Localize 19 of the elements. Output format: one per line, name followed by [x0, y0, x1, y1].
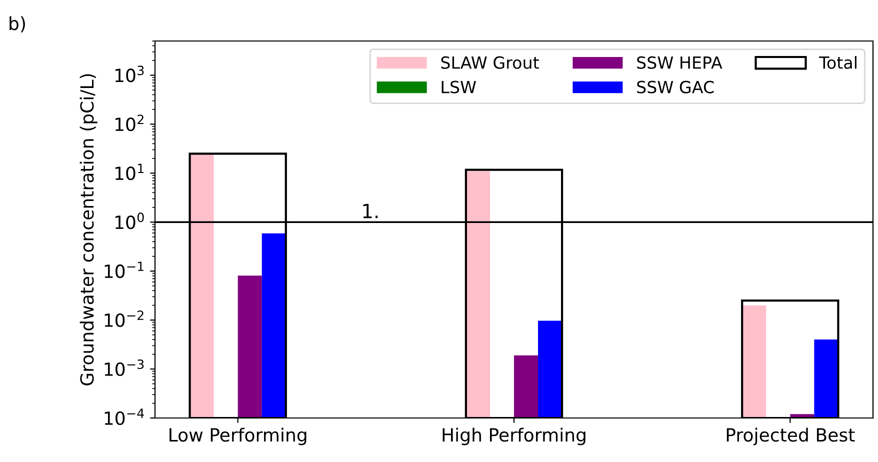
text: b): [10, 16, 25, 32]
y-tick-label: 10$^{−3}$: [104, 359, 144, 376]
ref-line-label: 1.: [363, 204, 378, 218]
y-axis-title: Groundwater concentration (pCi/L): [80, 74, 98, 386]
y-tick-label: 10$^{2}$: [115, 114, 144, 132]
legend-label: Total: [819, 56, 856, 69]
legend-label: LSW: [442, 80, 476, 94]
legend-label: SSW HEPA: [637, 56, 722, 69]
legend-label: SSW GAC: [637, 80, 714, 94]
y-tick-label: 10$^{1}$: [115, 164, 144, 180]
x-tick-label: Projected Best: [726, 428, 855, 446]
y-tick-label: 10$^{0}$: [115, 212, 144, 230]
y-tick-label: 10$^{−4}$: [104, 408, 144, 425]
y-tick-label: 10$^{3}$: [115, 66, 144, 82]
legend-label: SLAW Grout: [441, 56, 539, 69]
x-tick-label: Low Performing: [170, 428, 306, 446]
y-tick-label: 10$^{−1}$: [104, 262, 144, 278]
x-tick-label: High Performing: [442, 428, 586, 446]
y-tick-label: 10$^{−2}$: [104, 310, 144, 328]
